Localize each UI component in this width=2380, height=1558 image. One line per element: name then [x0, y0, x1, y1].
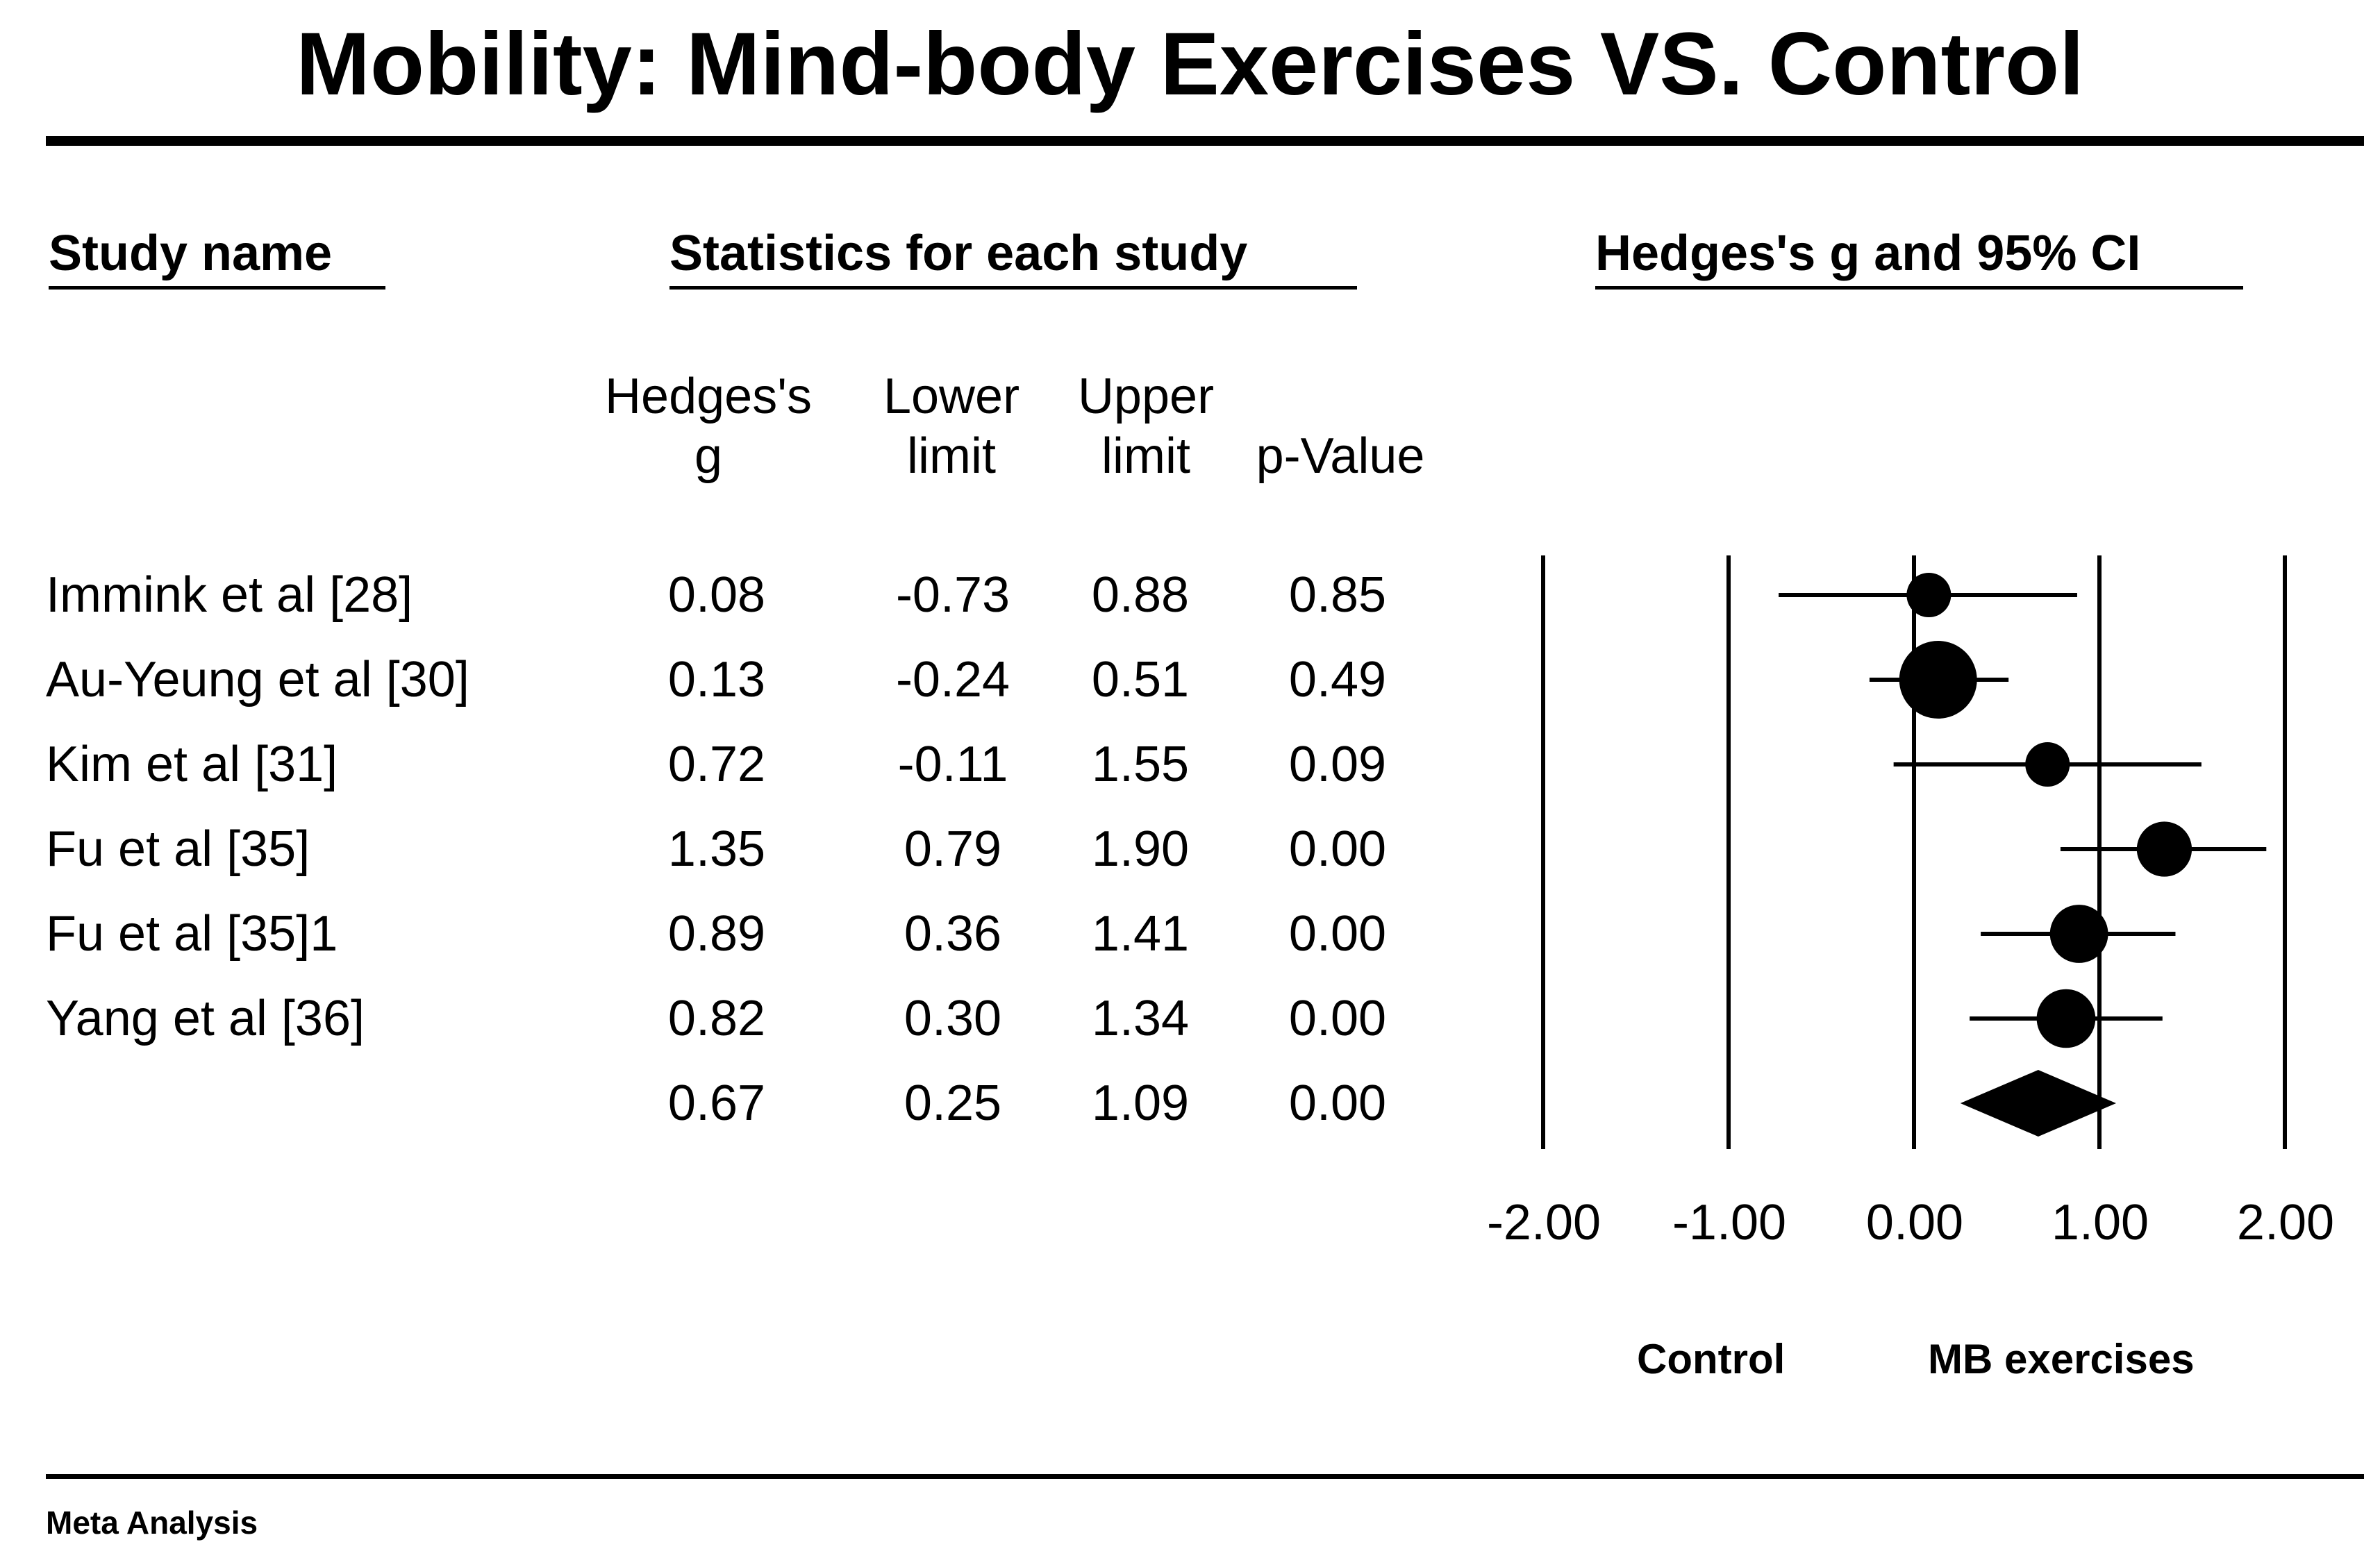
summary-lower: 0.25 — [904, 1075, 1002, 1131]
header-plot: Hedges's g and 95% CI — [1595, 226, 2141, 281]
study-p: 0.09 — [1288, 737, 1387, 792]
header-statistics: Statistics for each study — [669, 226, 1248, 281]
header-statistics-underline — [669, 286, 1357, 290]
study-g: 0.89 — [667, 906, 766, 962]
study-g: 0.82 — [667, 991, 766, 1046]
study-upper: 1.55 — [1091, 737, 1190, 792]
study-lower: 0.79 — [904, 821, 1002, 877]
study-upper: 0.51 — [1091, 652, 1190, 707]
study-p: 0.00 — [1288, 906, 1387, 962]
study-upper: 1.34 — [1091, 991, 1190, 1046]
study-upper: 1.90 — [1091, 821, 1190, 877]
study-name: Kim et al [31] — [46, 737, 338, 792]
header-study-name: Study name — [49, 226, 333, 281]
x-tick-label: 1.00 — [2051, 1195, 2149, 1250]
point-estimate — [1899, 641, 1977, 719]
favors-mb-exercises-label: MB exercises — [1928, 1336, 2195, 1382]
study-p: 0.85 — [1288, 567, 1387, 623]
col-lower-line2: limit — [907, 428, 996, 484]
col-lower-line1: Lower — [883, 369, 1020, 424]
header-plot-underline — [1595, 286, 2243, 290]
study-p: 0.00 — [1288, 991, 1387, 1046]
summary-g: 0.67 — [667, 1075, 766, 1131]
col-upper-line1: Upper — [1077, 369, 1215, 424]
study-lower: -0.11 — [897, 737, 1008, 792]
footer-label: Meta Analysis — [46, 1505, 258, 1541]
col-upper-line2: limit — [1101, 428, 1190, 484]
point-estimate — [2049, 905, 2108, 963]
study-lower: -0.73 — [895, 567, 1010, 623]
study-upper: 1.41 — [1091, 906, 1190, 962]
study-name: Immink et al [28] — [46, 567, 413, 623]
x-tick-label: -1.00 — [1672, 1195, 1787, 1250]
x-tick-label: 0.00 — [1865, 1195, 1964, 1250]
study-upper: 0.88 — [1091, 567, 1190, 623]
x-tick-label: 2.00 — [2236, 1195, 2335, 1250]
chart-title: Mobility: Mind-body Exercises VS. Contro… — [296, 15, 2084, 114]
study-g: 0.13 — [667, 652, 766, 707]
study-g: 1.35 — [667, 821, 766, 877]
study-p: 0.00 — [1288, 821, 1387, 877]
point-estimate — [2036, 989, 2096, 1048]
point-estimate — [1906, 573, 1952, 617]
study-lower: -0.24 — [895, 652, 1010, 707]
x-tick-label: -2.00 — [1486, 1195, 1601, 1250]
top-rule — [46, 136, 2364, 146]
study-g: 0.08 — [667, 567, 766, 623]
summary-upper: 1.09 — [1091, 1075, 1190, 1131]
study-lower: 0.30 — [904, 991, 1002, 1046]
point-estimate — [2025, 742, 2070, 787]
point-estimate — [2136, 821, 2192, 877]
study-name: Fu et al [35] — [46, 821, 310, 877]
study-p: 0.49 — [1288, 652, 1387, 707]
study-name: Au-Yeung et al [30] — [46, 652, 469, 707]
study-name: Yang et al [36] — [46, 991, 365, 1046]
col-hedges-line1: Hedges's — [605, 369, 812, 424]
favors-control-label: Control — [1637, 1336, 1786, 1382]
col-pvalue-line2: p-Value — [1256, 428, 1425, 484]
summary-diamond — [1960, 1070, 2117, 1137]
summary-p: 0.00 — [1288, 1075, 1387, 1131]
col-hedges-line2: g — [694, 428, 723, 484]
study-g: 0.72 — [667, 737, 766, 792]
study-lower: 0.36 — [904, 906, 1002, 962]
study-name: Fu et al [35]1 — [46, 906, 338, 962]
bottom-rule — [46, 1474, 2364, 1479]
header-study-name-underline — [49, 286, 385, 290]
